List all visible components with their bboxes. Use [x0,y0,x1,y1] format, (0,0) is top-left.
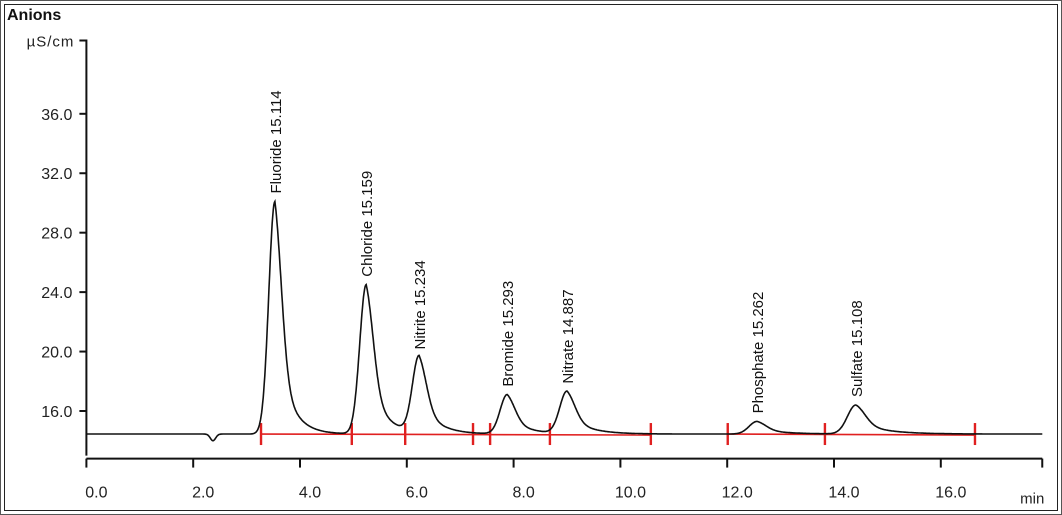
x-tick-label: 6.0 [406,485,428,502]
peak-label: Phosphate 15.262 [750,292,767,414]
integration-baseline [261,433,651,436]
chart-border [4,4,1058,511]
x-tick-label: 0.0 [85,485,107,502]
y-tick-label: 20.0 [41,345,72,362]
peak-label: Bromide 15.293 [500,281,517,387]
chromatogram-trace [86,198,1043,442]
integration-baseline [727,433,975,436]
peak-label: Sulfate 15.108 [849,300,866,397]
y-tick-label: 24.0 [41,285,72,302]
peak-label: Fluoride 15.114 [268,90,285,193]
y-tick-label: 28.0 [41,226,72,243]
y-tick-label: 32.0 [41,166,72,183]
peak-label: Nitrate 14.887 [560,289,577,383]
x-tick-label: 4.0 [299,485,321,502]
x-tick-label: 16.0 [935,485,966,502]
x-tick-label: 2.0 [192,485,214,502]
peak-label: Chloride 15.159 [359,171,376,277]
x-tick-label: 8.0 [512,485,534,502]
y-tick-label: 36.0 [41,107,72,124]
chart-title: Anions [7,7,62,24]
peak-label: Nitrite 15.234 [412,260,429,349]
y-tick-label: 16.0 [41,404,72,421]
x-tick-label: 10.0 [615,485,646,502]
x-axis-unit-label: min [1020,491,1044,508]
x-tick-label: 12.0 [722,485,753,502]
y-axis-unit-label: µS/cm [27,34,75,51]
x-tick-label: 14.0 [828,485,859,502]
